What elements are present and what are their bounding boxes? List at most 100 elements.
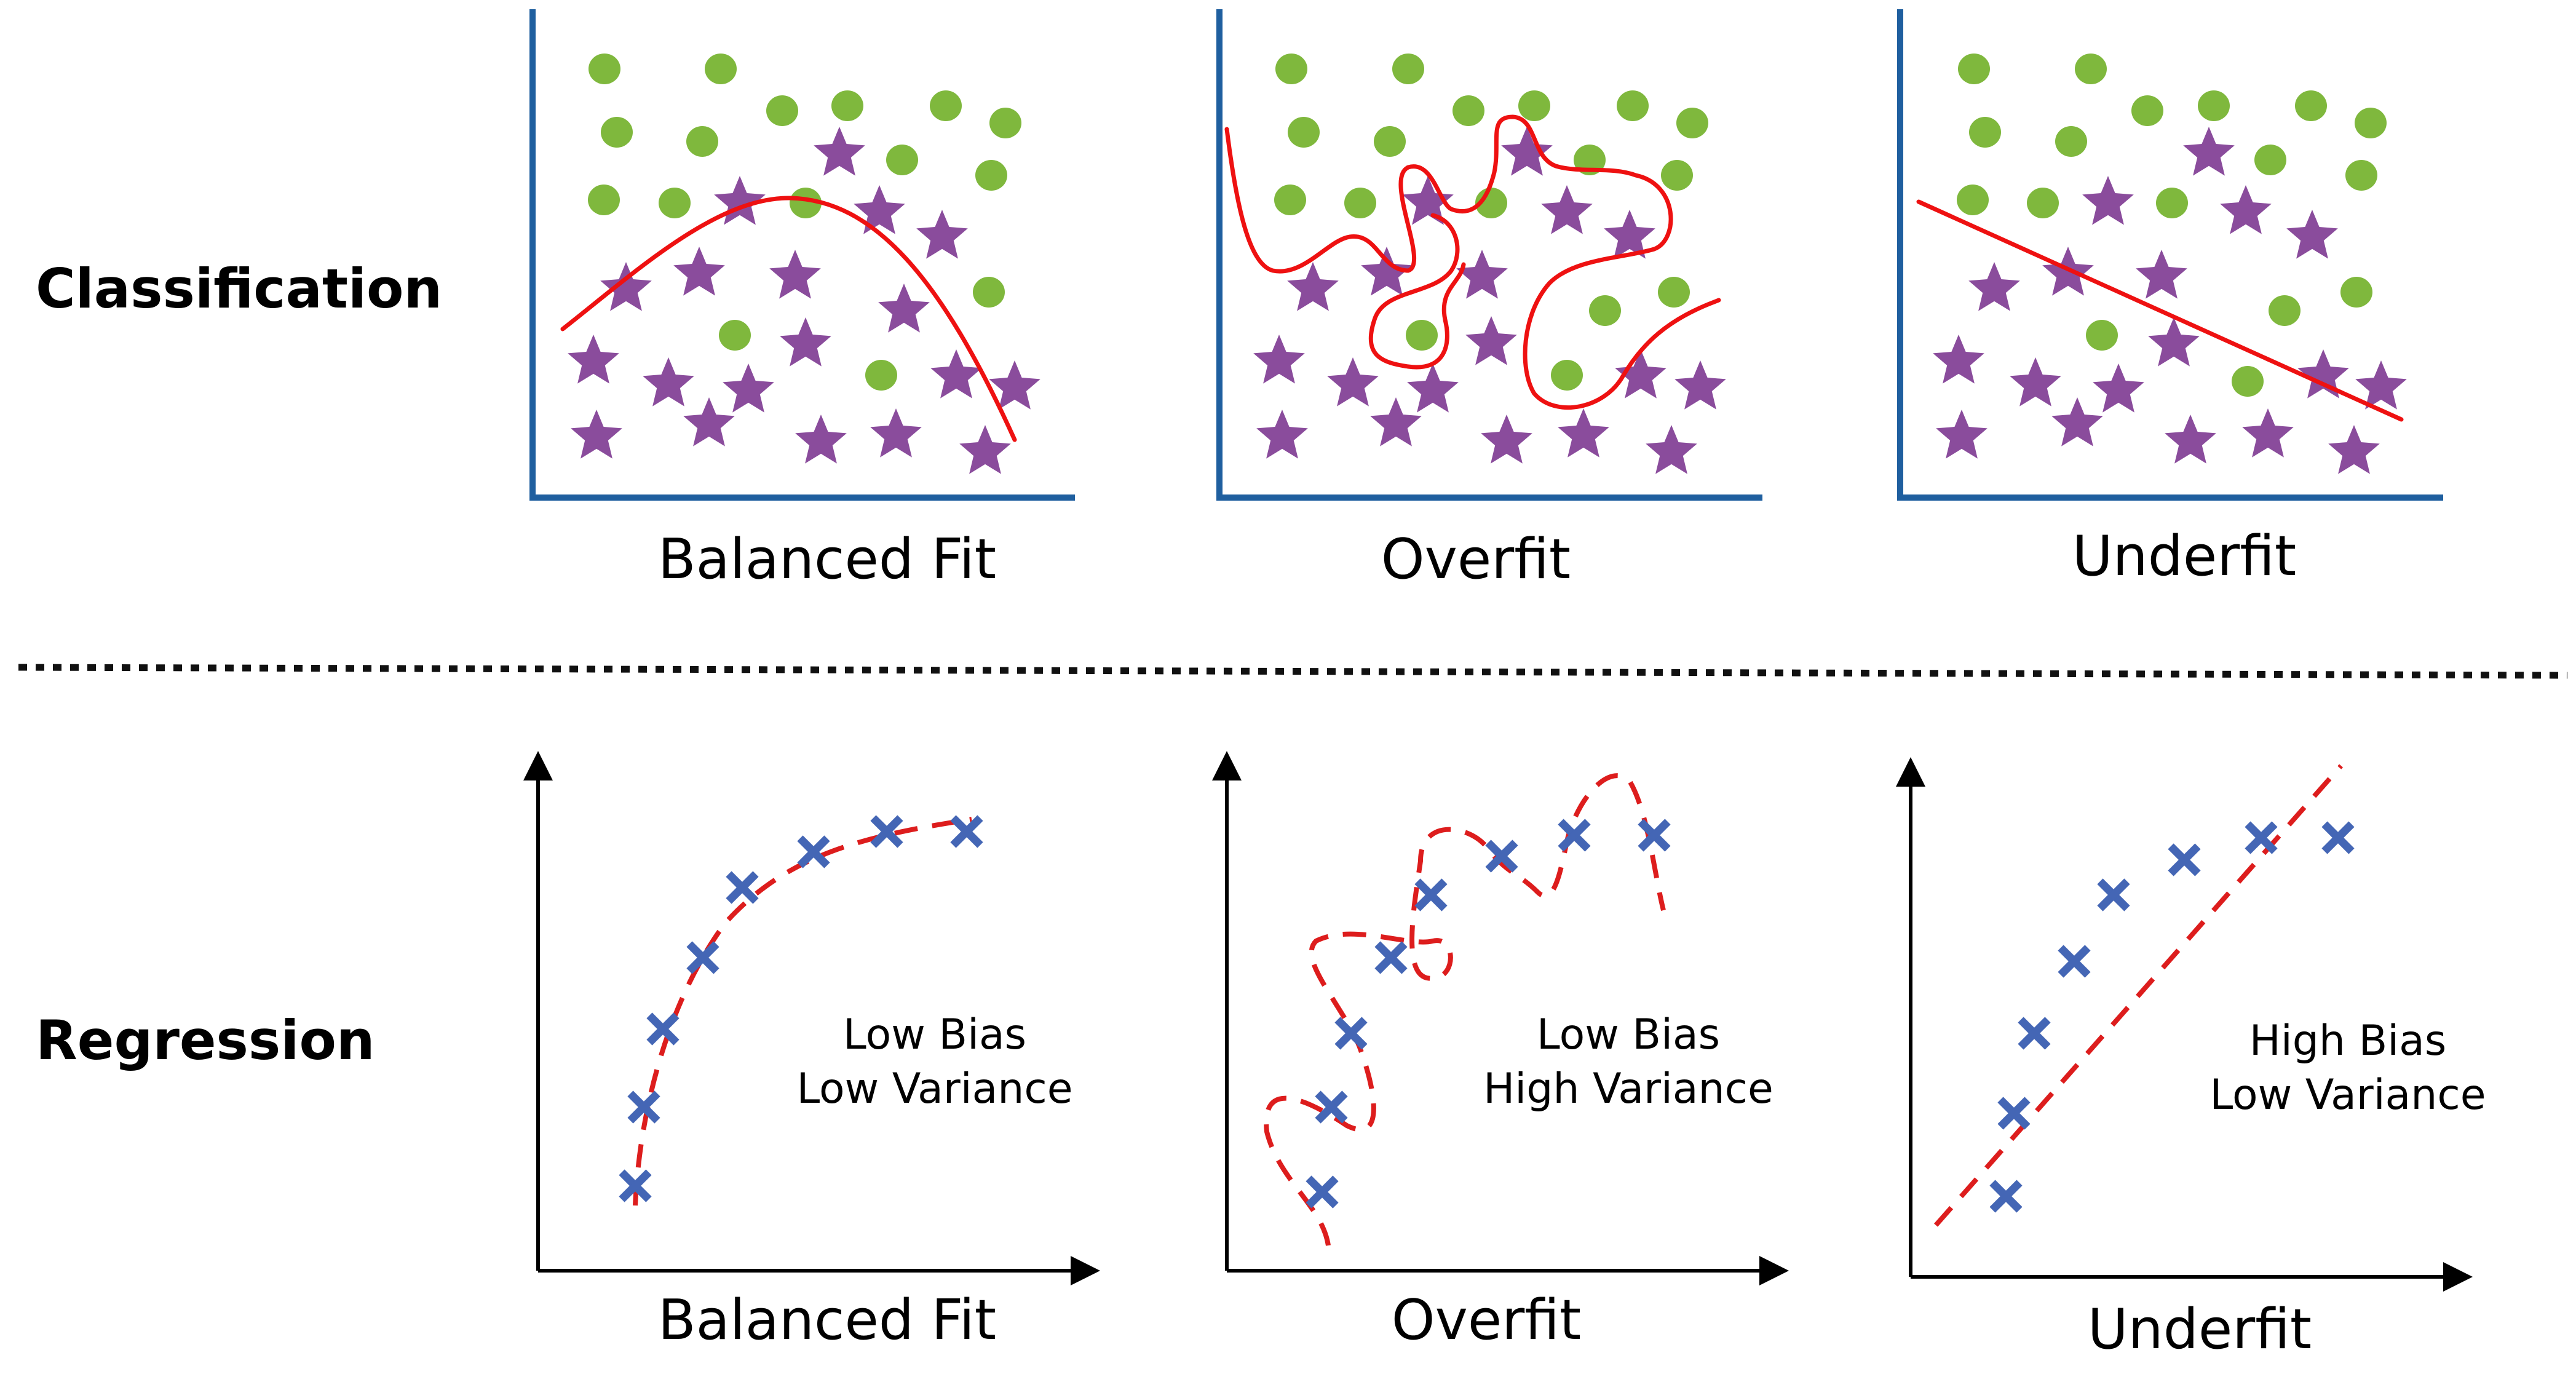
blue-x-icon — [1638, 819, 1671, 852]
green-circle-icon — [1969, 117, 2001, 148]
overfit-boundary-loop — [1368, 213, 1466, 370]
purple-star-icon — [1936, 410, 1987, 459]
green-circle-icon — [589, 54, 620, 84]
purple-star-icon — [571, 410, 622, 459]
purple-star-icon — [2010, 357, 2061, 407]
regression-caption-balanced: Balanced Fit — [658, 1288, 996, 1352]
blue-x-icon — [1989, 1180, 2023, 1213]
purple-star-icon — [2286, 210, 2338, 259]
blue-x-icon — [686, 941, 719, 974]
purple-star-icon — [1968, 262, 2020, 311]
blue-x-icon — [1374, 941, 1408, 974]
green-circle-icon — [766, 95, 798, 126]
classification-caption-overfit: Overfit — [1381, 527, 1571, 592]
green-circle-icon — [2269, 295, 2301, 326]
purple-star-icon — [1604, 210, 1655, 259]
purple-star-icon — [1287, 262, 1339, 311]
purple-star-icon — [780, 317, 831, 367]
purple-star-icon — [1933, 335, 1984, 384]
blue-x-icon — [2245, 821, 2278, 854]
purple-star-icon — [2136, 250, 2187, 299]
purple-star-icon — [959, 425, 1011, 474]
green-circle-icon — [686, 126, 718, 157]
green-circle-icon — [1392, 54, 1424, 84]
blue-x-icon — [950, 815, 983, 848]
green-circle-icon — [2295, 90, 2327, 121]
green-circle-icon — [1661, 160, 1693, 191]
green-circle-icon — [975, 160, 1007, 191]
purple-star-icon — [2148, 317, 2200, 367]
panel-axis — [1897, 9, 2443, 501]
panel-axis — [529, 9, 1075, 501]
green-circle-icon — [1551, 360, 1583, 391]
green-circle-icon — [719, 320, 751, 351]
blue-x-icon — [1414, 878, 1448, 911]
purple-star-icon — [2242, 408, 2294, 458]
purple-star-icon — [769, 250, 821, 299]
green-circle-icon — [1452, 95, 1484, 126]
purple-star-icon — [643, 357, 694, 407]
blue-x-icon — [1306, 1175, 1339, 1209]
blue-x-icon — [2168, 843, 2201, 876]
purple-star-icon — [723, 363, 774, 413]
purple-star-icon — [930, 349, 982, 399]
regression-note-line2: Low Variance — [796, 1065, 1072, 1113]
purple-star-icon — [1558, 408, 1609, 458]
green-circle-icon — [2355, 108, 2387, 138]
regression-note-line2: Low Variance — [2209, 1071, 2486, 1119]
green-circle-icon — [1275, 54, 1307, 84]
purple-star-icon — [1361, 247, 1413, 296]
purple-star-icon — [1615, 349, 1666, 399]
purple-star-icon — [683, 397, 735, 447]
green-circle-icon — [2198, 90, 2230, 121]
green-circle-icon — [2075, 54, 2107, 84]
green-circle-icon — [705, 54, 737, 84]
purple-star-icon — [989, 360, 1040, 410]
green-circle-icon — [2027, 188, 2059, 218]
purple-star-icon — [814, 127, 865, 176]
balanced-boundary-line — [560, 196, 1017, 442]
purple-star-icon — [600, 262, 652, 311]
circle-group — [1957, 54, 2387, 397]
purple-star-icon — [1456, 250, 1508, 299]
green-circle-icon — [2055, 126, 2087, 157]
purple-star-icon — [2051, 397, 2103, 447]
panel-axis — [1216, 9, 1762, 501]
purple-star-icon — [854, 185, 905, 234]
purple-star-icon — [2220, 185, 2272, 234]
green-circle-icon — [2254, 145, 2286, 175]
blue-x-icon — [1334, 1017, 1368, 1050]
regression-note-line1: High Bias — [2249, 1017, 2447, 1065]
blue-x-icon — [2097, 878, 2130, 911]
star-group — [1933, 127, 2407, 474]
green-circle-icon — [1274, 185, 1306, 215]
green-circle-icon — [2156, 188, 2188, 218]
green-circle-icon — [831, 90, 863, 121]
regression-note-line1: Low Bias — [843, 1011, 1026, 1059]
classification-panel-balanced: Balanced Fit — [529, 9, 1075, 592]
green-circle-icon — [1406, 320, 1438, 351]
purple-star-icon — [1481, 415, 1532, 464]
star-group — [568, 127, 1040, 474]
purple-star-icon — [673, 247, 725, 296]
purple-star-icon — [2093, 363, 2144, 413]
blue-x-icon — [1315, 1090, 1348, 1124]
blue-x-icon — [619, 1169, 652, 1202]
underfit-regression-line — [1934, 764, 2343, 1227]
green-circle-icon — [1957, 185, 1989, 215]
purple-star-icon — [795, 415, 847, 464]
green-circle-icon — [865, 360, 897, 391]
marker-group — [619, 815, 983, 1202]
regression-row-label: Regression — [36, 1009, 375, 1072]
green-circle-icon — [1344, 188, 1376, 218]
blue-x-icon — [646, 1012, 680, 1046]
marker-group — [1306, 819, 1671, 1209]
purple-star-icon — [1256, 410, 1308, 459]
purple-star-icon — [1646, 425, 1697, 474]
purple-star-icon — [1402, 176, 1454, 225]
classification-caption-balanced: Balanced Fit — [658, 527, 996, 592]
circle-group — [588, 54, 1021, 391]
green-circle-icon — [886, 145, 918, 175]
green-circle-icon — [2340, 277, 2372, 308]
